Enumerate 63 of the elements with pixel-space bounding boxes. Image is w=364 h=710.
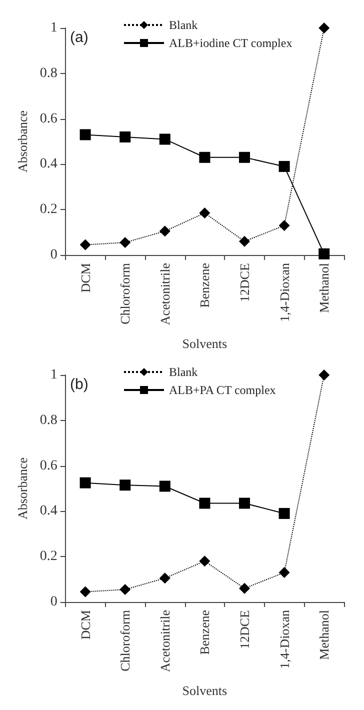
point [80, 129, 91, 140]
y-tick-label: 0.2 [40, 202, 58, 218]
y-tick-label: 0.6 [40, 458, 58, 474]
point [278, 160, 290, 172]
point [199, 208, 210, 219]
y-tick-label: 0 [50, 594, 58, 610]
point [80, 586, 91, 598]
x-tick-label: Methanol [316, 610, 332, 660]
x-axis-title: Solvents [182, 683, 228, 698]
point [120, 480, 131, 491]
point [278, 566, 290, 578]
y-tick-label: 0.4 [40, 504, 58, 519]
point [318, 22, 330, 34]
point [318, 248, 330, 260]
y-tick-label: 1 [50, 20, 58, 36]
x-tick-label: 1,4-Dioxan [276, 610, 292, 669]
y-tick-label: 0.4 [40, 156, 58, 172]
x-tick-label: Benzene [197, 610, 212, 655]
point [199, 556, 210, 567]
y-tick-label: 0.8 [40, 412, 58, 428]
point [80, 239, 91, 250]
point [199, 498, 210, 509]
x-tick-label: Benzene [197, 262, 212, 308]
x-tick-label: Chloroform [118, 263, 133, 324]
point [239, 498, 250, 509]
annotation: (b) [70, 376, 88, 393]
y-tick-label: 0.8 [40, 66, 58, 81]
x-tick-label: Acetonitrile [157, 610, 172, 672]
point [120, 237, 131, 248]
point [159, 572, 170, 584]
legend-label: Blank [169, 18, 198, 32]
legend-label: Blank [169, 365, 198, 379]
point [278, 220, 290, 231]
x-tick-label: 12DCE [237, 610, 252, 649]
point [278, 508, 290, 519]
point [80, 477, 91, 488]
x-tick-label: Methanol [316, 262, 332, 313]
x-tick-label: Chloroform [118, 610, 133, 672]
annotation: (a) [70, 29, 88, 46]
point [199, 152, 210, 163]
point [120, 584, 131, 596]
point [159, 480, 170, 492]
point [318, 370, 330, 380]
legend-label: ALB+PA CT complex [169, 383, 276, 397]
x-axis-title: Solvents [182, 336, 228, 351]
point [120, 131, 131, 142]
y-tick-label: 0.6 [40, 111, 58, 126]
point [239, 236, 250, 247]
y-tick-label: 0 [50, 248, 58, 262]
point [239, 582, 250, 594]
x-tick-label: DCM [78, 610, 93, 640]
point [159, 134, 170, 145]
x-tick-label: 1,4-Dioxan [276, 262, 292, 322]
y-tick-label: 1 [50, 368, 58, 382]
point [239, 152, 250, 163]
x-tick-label: DCM [78, 262, 93, 293]
y-axis-title: Absorbance [15, 457, 30, 520]
x-tick-label: 12DCE [237, 262, 252, 302]
y-tick-label: 0.2 [40, 549, 58, 564]
point [159, 226, 170, 237]
y-axis-title: Absorbance [15, 110, 30, 173]
x-tick-label: Acetonitrile [157, 262, 172, 326]
legend-label: ALB+iodine CT complex [169, 36, 292, 50]
